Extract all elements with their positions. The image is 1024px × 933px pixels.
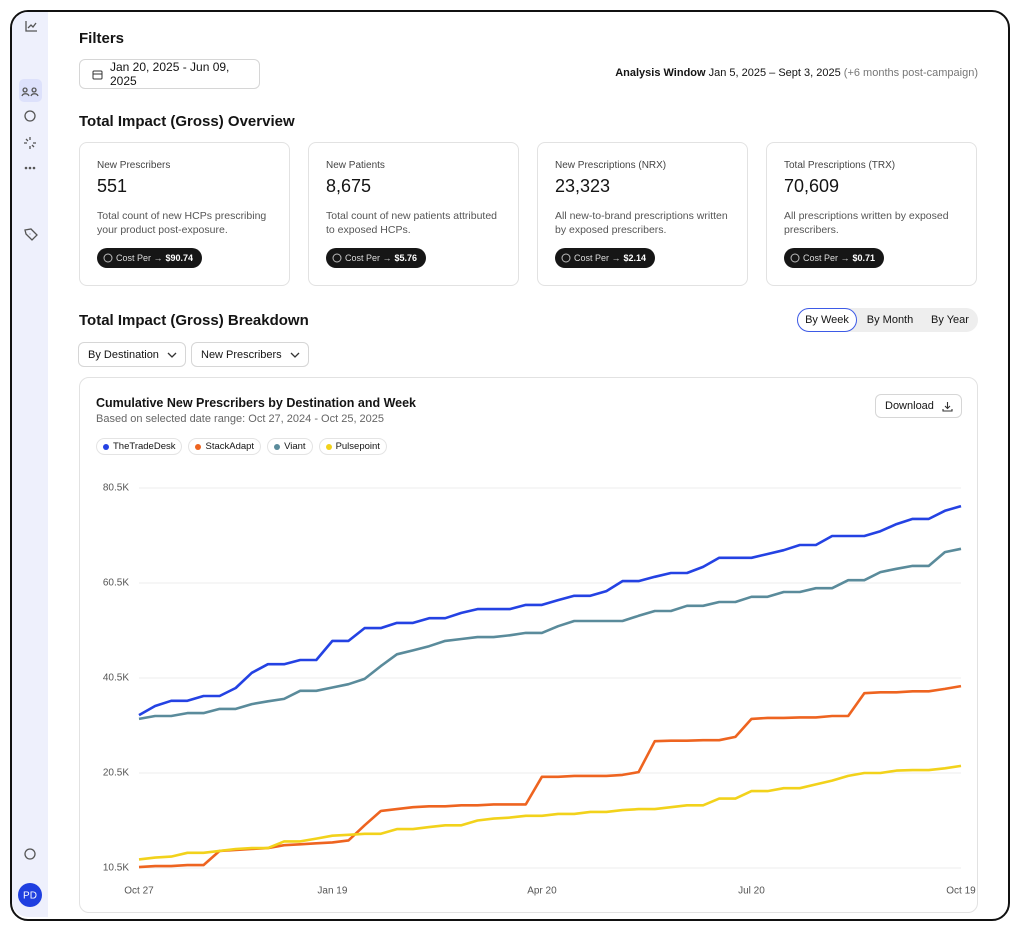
x-tick-label: Jul 20 [738, 886, 765, 897]
metric-value: 551 [97, 176, 128, 196]
legend-swatch [195, 443, 202, 450]
avatar-initials: PD [23, 891, 37, 902]
metric-label: New Prescribers [97, 160, 171, 171]
toggle-option[interactable]: By Month [866, 314, 914, 326]
cost-pill: Cost Per → $0.71 [784, 248, 885, 268]
cost-value: $0.71 [852, 253, 876, 263]
legend-item[interactable]: Pulsepoint [318, 438, 387, 455]
metric-value: 8,675 [326, 176, 372, 196]
legend-label: TheTradeDesk [113, 441, 176, 452]
dropdown-label: New Prescribers [201, 348, 282, 361]
cost-label: Cost Per → [345, 253, 392, 263]
chevron [167, 352, 177, 358]
legend-item[interactable]: Viant [267, 438, 313, 455]
x-tick-label: Jan 19 [317, 886, 347, 897]
analysis-window: Analysis Window Jan 5, 2025 – Sept 3, 20… [615, 67, 978, 79]
dropdown-label: By Destination [88, 348, 159, 361]
metric-card: New Prescribers 551 Total count of new HCP… [79, 142, 290, 286]
analysis-range: Jan 5, 2025 – Sept 3, 2025 [708, 67, 841, 79]
toggle-option[interactable]: By Year [931, 314, 969, 326]
series-line [138, 764, 962, 861]
cost-value: $5.76 [394, 253, 418, 263]
avatar[interactable] [18, 883, 42, 907]
series-line [138, 504, 962, 717]
legend-item[interactable]: TheTradeDesk [96, 438, 183, 455]
chart-subtitle: Based on selected date range: Oct 27, 20… [96, 413, 385, 425]
legend-label: Viant [284, 441, 306, 452]
download-label: Download [885, 400, 934, 412]
period-toggle: By Week By Month By Year [797, 308, 978, 332]
metric-label: New Prescriptions (NRX) [555, 160, 667, 171]
date-range-button[interactable]: Jan 20, 2025 - Jun 09, 2025 [79, 59, 260, 89]
cost-label: Cost Per → [803, 253, 850, 263]
sidebar-icons: PD [18, 21, 42, 907]
coin-icon [561, 253, 571, 263]
breakdown-title: Total Impact (Gross) Breakdown [79, 312, 309, 329]
calendar-icon [92, 70, 103, 79]
overview-title: Total Impact (Gross) Overview [79, 113, 295, 130]
dropdown[interactable]: New Prescribers [191, 342, 309, 367]
icon-chart[interactable] [25, 21, 37, 32]
icon-active-bg [19, 79, 42, 102]
y-tick-label: 20.5K [103, 768, 129, 779]
series-line [138, 684, 962, 869]
chart-title: Cumulative New Prescribers by Destinatio… [96, 396, 417, 410]
legend-label: Pulsepoint [335, 441, 380, 452]
legend-swatch [325, 443, 332, 450]
legend-swatch [274, 443, 281, 450]
coin-icon [790, 253, 800, 263]
cost-pill: Cost Per → $90.74 [97, 248, 203, 268]
legend-item[interactable]: StackAdapt [188, 438, 262, 455]
sidebar: PD [12, 12, 48, 917]
legend: TheTradeDesk StackAdapt Viant Pulsepoint [96, 438, 387, 455]
metric-card: New Prescriptions (NRX) 23,323 All new-to-… [537, 142, 748, 286]
icon-users[interactable] [21, 87, 39, 97]
x-tick-label: Oct 27 [124, 886, 154, 897]
icon-target[interactable] [24, 110, 36, 122]
cost-pill: Cost Per → $2.14 [555, 248, 656, 268]
dropdown[interactable]: By Destination [78, 342, 186, 367]
metric-description: Total count of new HCPs prescribing your… [97, 210, 267, 236]
cost-value: $90.74 [165, 253, 194, 263]
legend-swatch [103, 443, 109, 450]
x-tick-label: Oct 19 [946, 886, 976, 897]
y-tick-label: 10.5K [103, 863, 129, 874]
y-tick-label: 80.5K [103, 483, 129, 494]
analysis-label: Analysis Window [615, 67, 706, 79]
icon-help[interactable] [24, 848, 36, 860]
cost-label: Cost Per → [116, 253, 163, 263]
x-tick-label: Apr 20 [527, 886, 557, 897]
icon-loader[interactable] [24, 137, 36, 149]
cost-value: $2.14 [623, 253, 647, 263]
download-icon [942, 401, 953, 412]
icon-tag[interactable] [24, 228, 38, 241]
analysis-note: (+6 months post-campaign) [843, 67, 978, 79]
download-button[interactable]: Download [875, 394, 962, 418]
cost-label: Cost Per → [574, 253, 621, 263]
chart: 10.5K 20.5K 40.5K 60.5K 80.5K Oct 27 Jan 19 Apr… [103, 483, 976, 897]
metric-description: All prescriptions written by exposed pre… [784, 210, 949, 236]
chart-card: Cumulative New Prescribers by Destinatio… [79, 377, 978, 913]
metric-label: New Patients [326, 160, 385, 171]
date-range: Jan 20, 2025 - Jun 09, 2025 [109, 60, 230, 88]
legend-label: StackAdapt [205, 441, 255, 452]
y-tick-label: 40.5K [103, 673, 129, 684]
metric-value: 70,609 [784, 176, 840, 196]
metric-label: Total Prescriptions (TRX) [784, 160, 896, 171]
chevron [290, 352, 300, 358]
series-line [138, 547, 962, 721]
toggle-option[interactable]: By Week [797, 308, 857, 332]
metric-value: 23,323 [555, 176, 611, 196]
coin-icon [103, 253, 113, 263]
filters-title: Filters [79, 30, 125, 47]
y-tick-label: 60.5K [103, 578, 129, 589]
cost-pill: Cost Per → $5.76 [326, 248, 427, 268]
coin-icon [332, 253, 342, 263]
metric-description: Total count of new patients attributed t… [326, 210, 498, 236]
metric-description: All new-to-brand prescriptions written b… [555, 210, 728, 236]
metric-card: New Patients 8,675 Total count of new pati… [308, 142, 519, 286]
metric-card: Total Prescriptions (TRX) 70,609 All presc… [766, 142, 977, 286]
